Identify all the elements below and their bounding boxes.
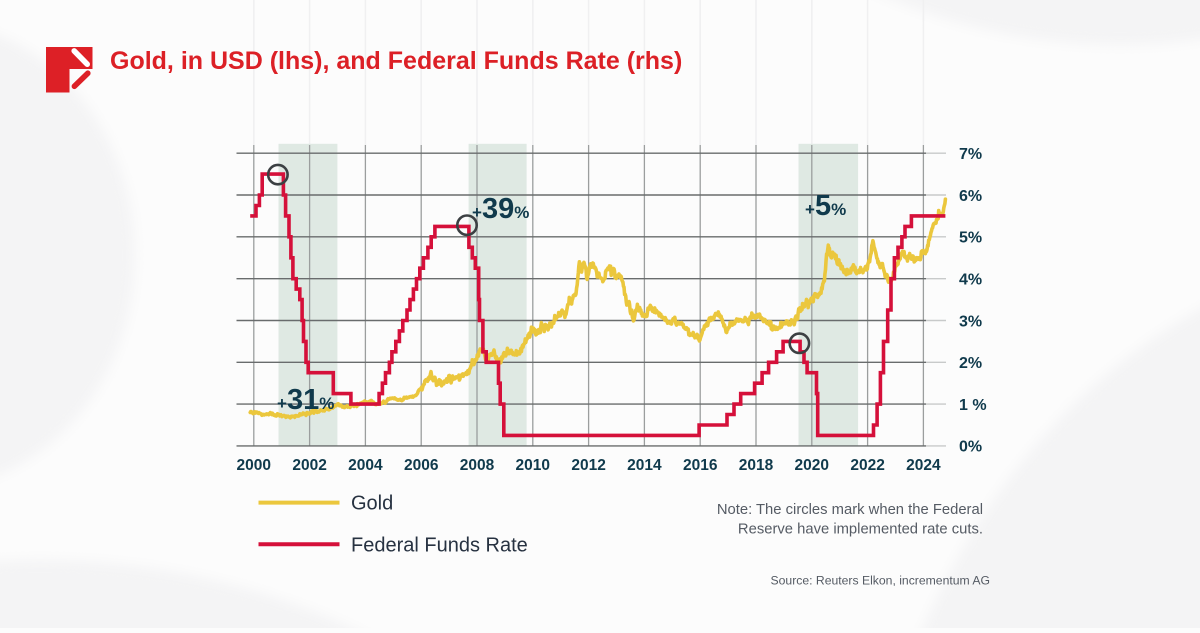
svg-text:2016: 2016 <box>683 457 718 474</box>
svg-text:5%: 5% <box>959 230 982 247</box>
svg-text:Source: Reuters Elkon, increme: Source: Reuters Elkon, incrementum AG <box>771 574 990 588</box>
svg-text:2010: 2010 <box>516 457 550 474</box>
svg-text:2008: 2008 <box>460 457 495 474</box>
svg-text:2000: 2000 <box>237 457 271 474</box>
svg-text:Note: The circles mark when th: Note: The circles mark when the Federal <box>717 502 983 518</box>
svg-text:2014: 2014 <box>627 457 662 474</box>
svg-text:2%: 2% <box>959 355 982 372</box>
svg-text:2004: 2004 <box>348 457 383 474</box>
svg-text:0%: 0% <box>959 439 982 456</box>
svg-text:+31%: +31% <box>277 384 334 416</box>
svg-text:2022: 2022 <box>850 457 884 474</box>
svg-text:2012: 2012 <box>571 457 605 474</box>
svg-text:Gold: Gold <box>351 493 393 515</box>
svg-text:Reserve have implemented rate: Reserve have implemented rate cuts. <box>738 522 983 538</box>
svg-text:Gold, in USD (lhs), and Federa: Gold, in USD (lhs), and Federal Funds Ra… <box>110 47 682 75</box>
svg-text:2006: 2006 <box>404 457 439 474</box>
svg-text:2024: 2024 <box>906 457 941 474</box>
svg-text:2018: 2018 <box>739 457 774 474</box>
svg-text:6%: 6% <box>959 188 982 205</box>
svg-text:4%: 4% <box>959 272 982 289</box>
svg-text:1 %: 1 % <box>959 397 987 414</box>
svg-text:2002: 2002 <box>292 457 326 474</box>
svg-text:Federal Funds Rate: Federal Funds Rate <box>351 535 528 557</box>
svg-text:3%: 3% <box>959 313 982 330</box>
svg-text:+39%: +39% <box>472 193 529 225</box>
svg-text:2020: 2020 <box>795 457 829 474</box>
svg-text:7%: 7% <box>959 146 982 163</box>
